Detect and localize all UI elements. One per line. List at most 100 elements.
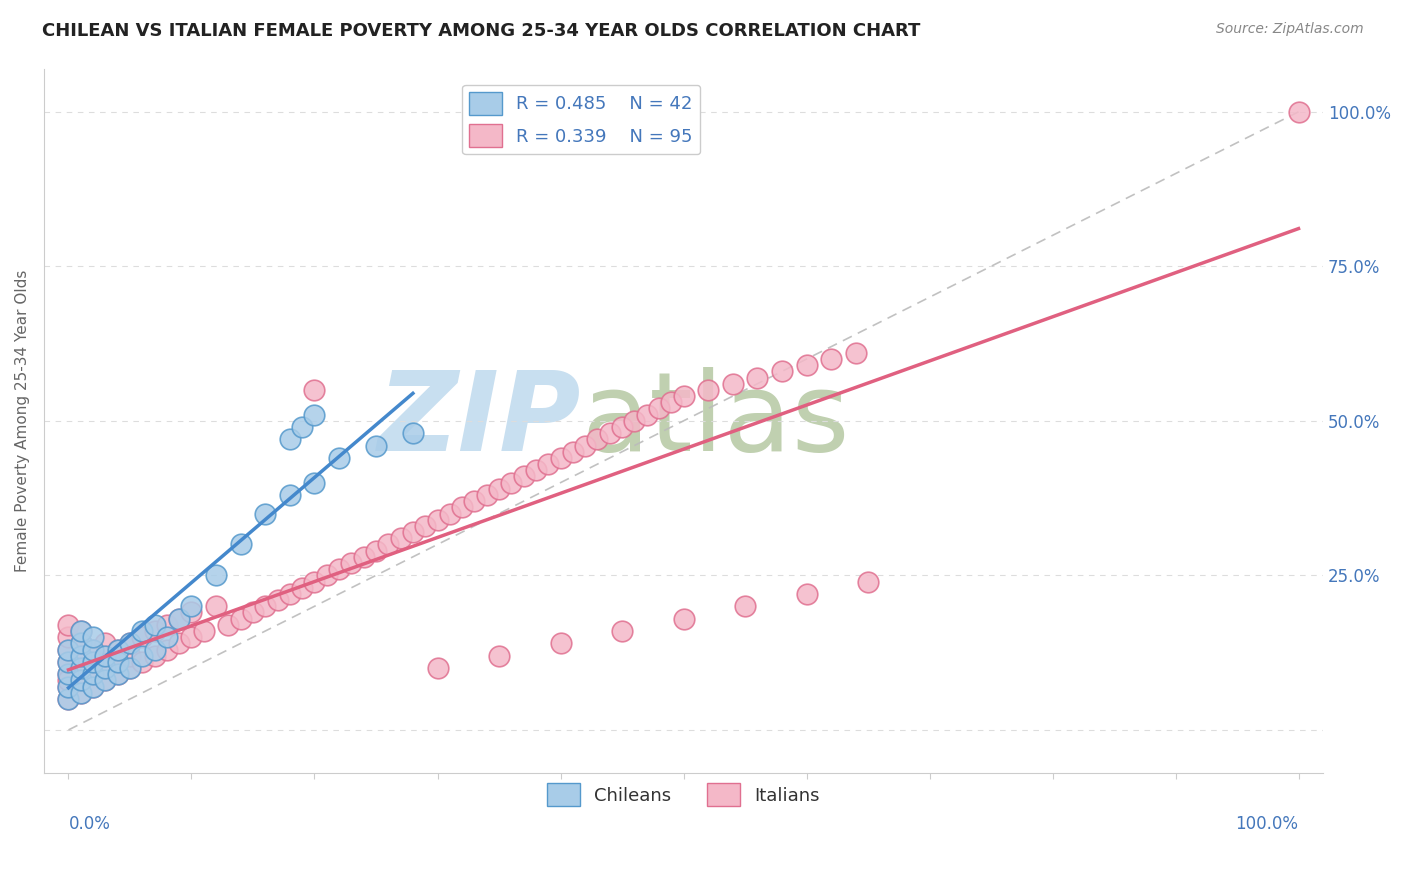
Point	[205, 599, 228, 614]
Point	[501, 475, 523, 490]
Point	[304, 475, 326, 490]
Point	[389, 531, 412, 545]
Point	[561, 444, 583, 458]
Point	[770, 364, 793, 378]
Point	[131, 655, 153, 669]
Point	[586, 433, 609, 447]
Text: 100.0%: 100.0%	[1236, 815, 1299, 833]
Point	[364, 543, 387, 558]
Point	[610, 624, 633, 638]
Point	[845, 346, 868, 360]
Point	[721, 376, 744, 391]
Point	[58, 655, 80, 669]
Point	[488, 482, 510, 496]
Point	[58, 617, 80, 632]
Point	[69, 624, 91, 638]
Point	[599, 426, 621, 441]
Text: 0.0%: 0.0%	[69, 815, 110, 833]
Point	[156, 617, 179, 632]
Point	[672, 612, 695, 626]
Text: ZIP: ZIP	[378, 368, 581, 475]
Legend: Chileans, Italians: Chileans, Italians	[540, 776, 827, 814]
Point	[340, 556, 363, 570]
Point	[143, 648, 166, 663]
Point	[550, 636, 572, 650]
Point	[69, 661, 91, 675]
Point	[180, 606, 202, 620]
Point	[58, 655, 80, 669]
Point	[82, 655, 104, 669]
Point	[107, 667, 129, 681]
Point	[107, 642, 129, 657]
Point	[156, 630, 179, 644]
Point	[304, 408, 326, 422]
Point	[217, 617, 239, 632]
Point	[82, 680, 104, 694]
Point	[94, 661, 117, 675]
Point	[364, 439, 387, 453]
Point	[167, 636, 190, 650]
Point	[118, 661, 141, 675]
Point	[229, 612, 252, 626]
Point	[69, 636, 91, 650]
Point	[143, 617, 166, 632]
Point	[475, 488, 498, 502]
Point	[94, 648, 117, 663]
Point	[69, 661, 91, 675]
Point	[672, 389, 695, 403]
Point	[747, 370, 769, 384]
Point	[636, 408, 658, 422]
Point	[550, 450, 572, 465]
Point	[82, 655, 104, 669]
Point	[796, 587, 818, 601]
Point	[69, 624, 91, 638]
Point	[131, 648, 153, 663]
Point	[623, 414, 645, 428]
Point	[58, 667, 80, 681]
Point	[143, 624, 166, 638]
Point	[107, 667, 129, 681]
Point	[82, 642, 104, 657]
Point	[180, 630, 202, 644]
Point	[94, 648, 117, 663]
Text: CHILEAN VS ITALIAN FEMALE POVERTY AMONG 25-34 YEAR OLDS CORRELATION CHART: CHILEAN VS ITALIAN FEMALE POVERTY AMONG …	[42, 22, 921, 40]
Point	[537, 457, 560, 471]
Text: atlas: atlas	[581, 368, 849, 475]
Point	[413, 519, 436, 533]
Point	[58, 692, 80, 706]
Point	[610, 420, 633, 434]
Point	[574, 439, 596, 453]
Point	[512, 469, 534, 483]
Point	[58, 692, 80, 706]
Point	[1288, 104, 1310, 119]
Point	[856, 574, 879, 589]
Point	[69, 686, 91, 700]
Point	[304, 383, 326, 397]
Point	[58, 680, 80, 694]
Point	[291, 420, 314, 434]
Point	[58, 630, 80, 644]
Point	[82, 630, 104, 644]
Point	[69, 636, 91, 650]
Point	[118, 636, 141, 650]
Point	[278, 433, 301, 447]
Point	[143, 642, 166, 657]
Point	[131, 630, 153, 644]
Point	[118, 661, 141, 675]
Point	[402, 426, 425, 441]
Point	[254, 599, 277, 614]
Point	[648, 401, 671, 416]
Point	[82, 667, 104, 681]
Point	[69, 648, 91, 663]
Y-axis label: Female Poverty Among 25-34 Year Olds: Female Poverty Among 25-34 Year Olds	[15, 269, 30, 572]
Point	[266, 593, 288, 607]
Point	[659, 395, 682, 409]
Point	[242, 606, 264, 620]
Point	[58, 642, 80, 657]
Point	[167, 612, 190, 626]
Point	[94, 673, 117, 688]
Point	[167, 612, 190, 626]
Point	[463, 494, 485, 508]
Point	[69, 648, 91, 663]
Point	[58, 667, 80, 681]
